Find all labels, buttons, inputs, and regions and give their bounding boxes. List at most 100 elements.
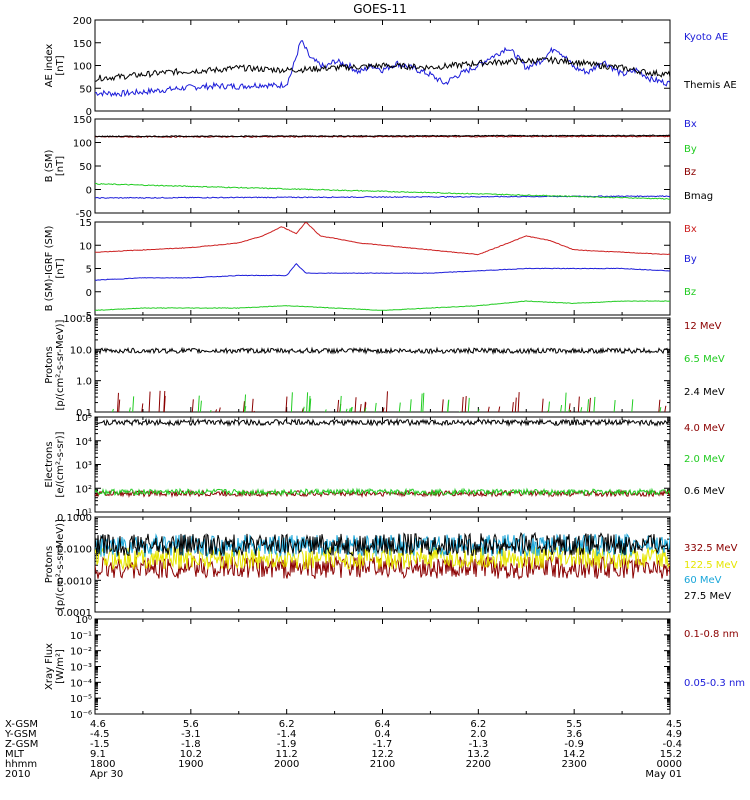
legend-entry: Bmag [684,191,713,202]
legend-entry: 0.6 MeV [684,486,725,497]
series-spike [324,409,327,412]
y-tick-label: 50 [79,162,92,173]
y-tick-label: 0 [86,107,92,118]
y-tick-label: 150 [73,39,92,50]
series-spike [461,396,464,412]
series-spike [290,392,293,412]
footer-cell: -1.8 [181,739,201,750]
series-spike [350,406,353,412]
y-tick-label: 10⁻² [70,647,92,658]
series-spike [348,408,351,412]
footer-cell: 2300 [561,759,586,770]
footer-cell: 4.9 [666,729,682,740]
series-spike [285,396,288,412]
panel-frame [94,317,671,413]
series-spike [422,392,425,412]
footer-cell: -3.1 [181,729,201,740]
legend-entry: Bx [684,224,697,235]
footer-cell: 5.5 [566,719,582,730]
footer-cell: 2100 [370,759,395,770]
series-spike [148,391,151,412]
footer-cell: 4.6 [90,719,106,730]
series-spike [447,399,450,412]
y-tick-label: 0 [86,288,92,299]
series-spike [464,396,467,412]
panel-2: -50 0 50 100 150 B (SM) [nT] Bx By Bz Bmag [44,115,713,220]
footer-cell: 0.4 [375,729,391,740]
y-tick-label: 5 [86,265,92,276]
series-spike [132,396,135,412]
series-spike [251,398,254,412]
series-line [95,300,670,312]
y-tick-label: 10⁵ [75,413,92,424]
footer-cell: -0.4 [662,739,682,750]
series-spike [564,392,567,412]
footer-cell: 9.1 [90,749,106,760]
series-spike [116,392,119,412]
series-spike [209,409,212,412]
footer-row-label: Z-GSM [5,739,38,750]
y-tick-label: -5 [82,311,92,322]
y-tick-label: 10 [79,241,92,252]
series-line [95,417,670,428]
series-spike [441,399,444,412]
y-axis-label: Electrons [44,441,55,487]
series-spike [218,407,221,412]
series-spike [363,401,366,412]
footer-cell: 2000 [274,759,299,770]
footer-cell: 1800 [90,759,115,770]
panel-3: -5 0 5 10 15 B (SM)-IGRF (SM) [nT] Bx By Bz [44,218,697,322]
series-spike [339,395,342,412]
legend-entry: Bz [684,287,696,298]
footer-cell: May 01 [645,769,682,780]
y-axis-label: [nT] [55,258,66,278]
series-spike [191,399,194,412]
y-tick-label: 0.0001 [57,608,92,619]
legend-entry: 6.5 MeV [684,354,725,365]
footer-cell: -1.7 [373,739,393,750]
plot-title: GOES-11 [353,2,407,16]
y-tick-label: 15 [79,218,92,229]
series-spike [420,393,423,412]
footer-cell: 10.2 [180,749,202,760]
series-spike [511,402,514,412]
series-spike [244,406,247,412]
series-spike [385,391,388,412]
series-spike [158,390,161,412]
y-tick-label: 150 [73,115,92,126]
series-spike [398,402,401,412]
footer-cell: -1.3 [469,739,489,750]
series-spike [659,406,662,412]
series-line [95,222,670,256]
legend-entry: By [684,254,697,265]
y-axis-label: [nT] [55,55,66,75]
series-spike [306,392,309,412]
series-spike [588,397,591,412]
legend-entry: Bz [684,167,696,178]
footer-row-label: Y-GSM [4,729,37,740]
series-spike [577,396,580,412]
series-line [95,346,670,355]
series-spike [587,399,590,412]
series-spike [345,408,348,412]
series-spike [631,399,634,412]
series-line [95,555,670,580]
series-spike [409,399,412,412]
footer-cell: 12.2 [371,749,393,760]
series-spike [514,397,517,412]
y-tick-label: 100.0 [63,314,92,325]
series-spike [541,398,544,412]
footer-cell: -1.4 [277,729,297,740]
series-spike [658,399,661,412]
legend-entry: 60 MeV [684,575,722,586]
footer-cell: Apr 30 [90,769,123,780]
footer-cell: 13.2 [467,749,489,760]
series-spike [111,408,114,412]
y-tick-label: 10⁴ [75,437,92,448]
series-spike [364,407,367,412]
series-line [95,487,670,497]
footer-cell: 11.2 [276,749,298,760]
footer-cell: -1.9 [277,739,297,750]
series-spike [242,401,245,412]
